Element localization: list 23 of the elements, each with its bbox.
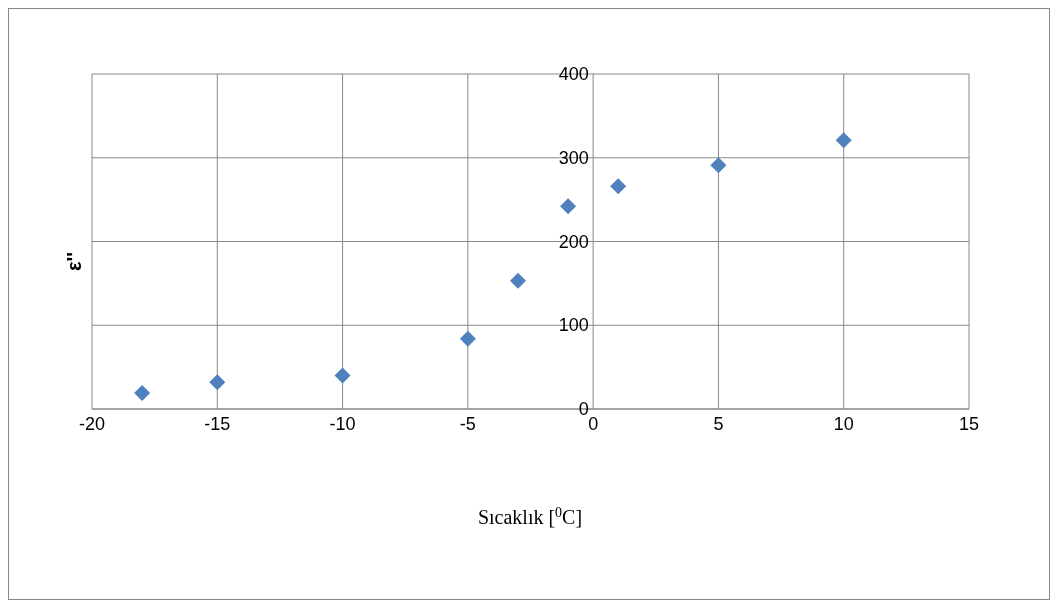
x-tick-label: 15 (958, 413, 980, 434)
x-tick-label: 10 (833, 413, 854, 434)
y-tick-label: 100 (558, 315, 589, 336)
point (835, 132, 852, 149)
x-tick-label: -5 (459, 413, 476, 434)
point (560, 198, 577, 215)
point (334, 367, 351, 384)
y-tick-label: 200 (558, 231, 589, 252)
point (610, 178, 627, 195)
x-axis-title: Sıcaklık [$^{0}$C] (477, 504, 583, 528)
y-tick-label: 300 (558, 147, 589, 168)
x-tick-label: -15 (204, 413, 231, 434)
x-tick-label: 5 (713, 413, 724, 434)
y-tick-label: 400 (558, 64, 589, 84)
point (710, 157, 727, 174)
point (134, 385, 151, 402)
point (509, 272, 526, 289)
x-tick-label: -10 (329, 413, 356, 434)
x-tick-label: -20 (78, 413, 106, 434)
point (209, 374, 226, 391)
y-axis-title: ε'' (63, 251, 85, 272)
point (459, 330, 476, 347)
y-tick-label: 0 (578, 399, 589, 419)
